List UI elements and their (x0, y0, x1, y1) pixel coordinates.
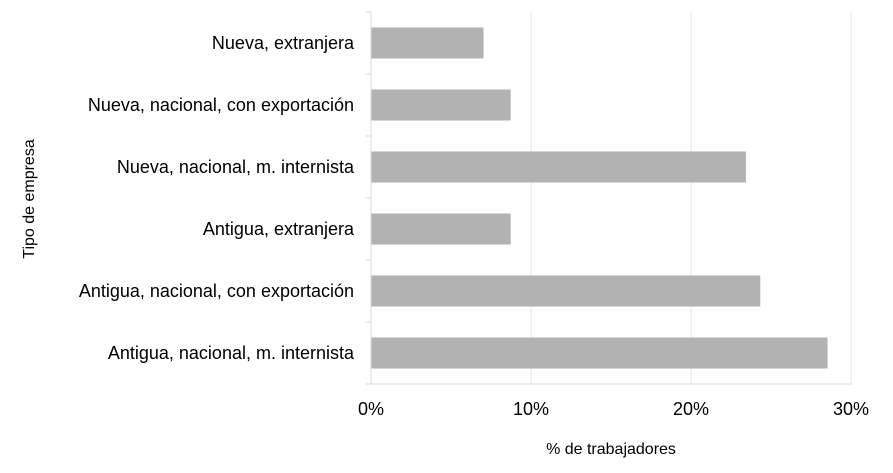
category-label-6: Antigua, nacional, m. internista (108, 343, 355, 363)
category-label-1: Nueva, extranjera (212, 33, 355, 53)
x-tick-label-20: 20% (673, 399, 709, 419)
y-axis-title: Tipo de empresa (21, 139, 38, 259)
bar-3 (371, 151, 746, 183)
bar-2 (371, 89, 511, 121)
bar-6 (371, 337, 828, 369)
x-tick-label-30: 30% (833, 399, 869, 419)
category-label-3: Nueva, nacional, m. internista (117, 157, 355, 177)
category-labels: Nueva, extranjera Nueva, nacional, con ex… (79, 33, 355, 363)
x-tick-label-0: 0% (358, 399, 384, 419)
bar-1 (371, 27, 484, 59)
tick-labels: 0% 10% 20% 30% (358, 399, 869, 419)
category-label-5: Antigua, nacional, con exportación (79, 281, 354, 301)
x-tick-label-10: 10% (513, 399, 549, 419)
bar-5 (371, 275, 761, 307)
category-label-4: Antigua, extranjera (203, 219, 355, 239)
category-label-2: Nueva, nacional, con exportación (88, 95, 354, 115)
bars (371, 27, 828, 369)
axes (366, 11, 851, 385)
bar-4 (371, 213, 511, 245)
x-axis-title: % de trabajadores (546, 441, 676, 458)
gridlines (530, 12, 852, 384)
